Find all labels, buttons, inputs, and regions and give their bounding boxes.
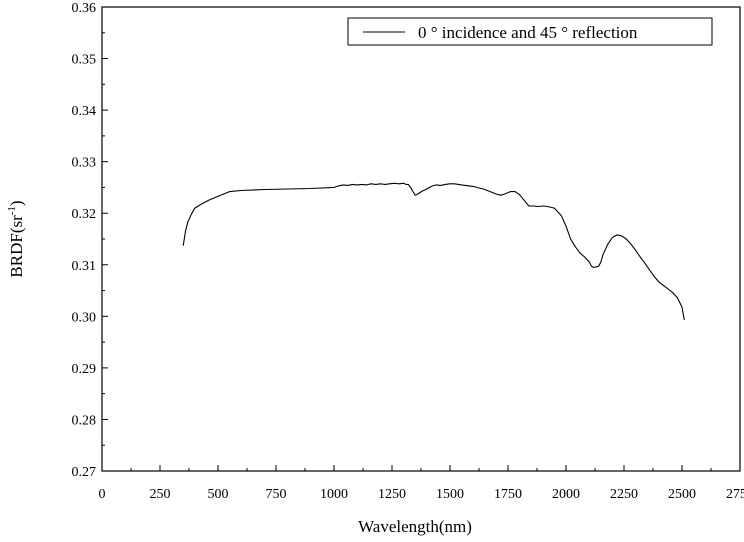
x-tick-label: 1250: [378, 487, 406, 502]
y-axis-title-superscript: -1: [6, 206, 18, 215]
y-tick-label: 0.33: [72, 156, 97, 171]
legend: 0 ° incidence and 45 ° reflection: [347, 17, 713, 46]
y-axis-title-main: BRDF(sr: [7, 215, 26, 278]
x-tick-label: 250: [150, 487, 171, 502]
x-tick-label: 2000: [552, 487, 580, 502]
x-axis-title: Wavelength(nm): [358, 517, 472, 536]
y-tick-label: 0.27: [72, 465, 97, 480]
x-tick-label: 750: [266, 487, 287, 502]
y-axis-title-close: ): [7, 200, 26, 206]
x-tick-label: 2500: [668, 487, 696, 502]
y-axis-ticks: 0.27 0.28 0.29 0.30 0.31 0.32 0.33 0.34 0.35 0.36: [72, 1, 108, 480]
y-tick-label: 0.31: [72, 259, 97, 274]
y-axis-title: BRDF(sr-1): [6, 200, 26, 277]
x-tick-label: 1000: [320, 487, 348, 502]
y-tick-label: 0.32: [72, 207, 97, 222]
x-tick-label: 2250: [610, 487, 638, 502]
series-line-brdf: [182, 182, 685, 320]
x-tick-label: 500: [208, 487, 229, 502]
y-tick-label: 0.36: [72, 1, 97, 16]
x-tick-label: 1750: [494, 487, 522, 502]
legend-box: [347, 17, 713, 46]
x-axis-ticks: 0 250 500 750 1000 1250 1500 1750 2000 2250 2500 27…: [99, 465, 744, 502]
y-tick-label: 0.30: [72, 310, 97, 325]
y-tick-label: 0.35: [72, 53, 97, 68]
plot-frame: [101, 6, 741, 472]
x-tick-label: 1500: [436, 487, 464, 502]
legend-entry-label: 0 ° incidence and 45 ° reflection: [418, 23, 638, 42]
y-tick-label: 0.29: [72, 362, 97, 377]
y-tick-label: 0.34: [72, 104, 97, 119]
y-tick-label: 0.28: [72, 413, 97, 428]
x-tick-label: 0: [99, 487, 106, 502]
